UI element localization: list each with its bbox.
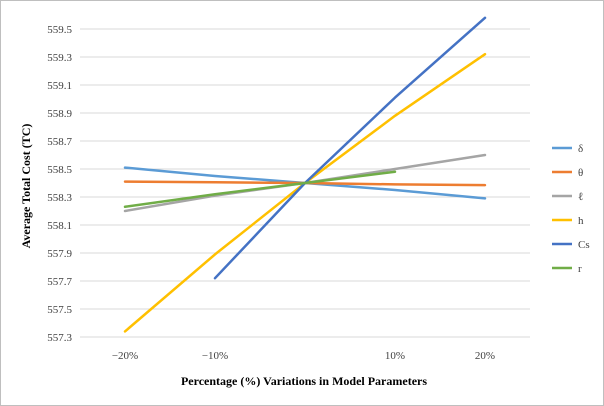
legend-label: θ: [578, 167, 583, 179]
x-tick-label: −10%: [202, 350, 228, 362]
y-tick-label: 557.3: [47, 332, 72, 344]
series-line: [123, 170, 397, 209]
series-lines: [123, 16, 487, 333]
y-tick-label: 557.5: [47, 304, 72, 316]
y-axis-title: Average Total Cost (TC): [19, 124, 33, 249]
y-tick-label: 559.1: [47, 80, 72, 92]
legend-label: ℓ: [578, 191, 583, 203]
y-tick-label: 557.9: [47, 248, 72, 260]
y-tick-label: 558.3: [47, 192, 72, 204]
x-tick-label: −20%: [112, 350, 138, 362]
y-axis-ticks: 557.3 557.5 557.7 557.9 558.1 558.3 558.5 558.7…: [47, 24, 72, 344]
series-line: [213, 16, 487, 280]
legend-label: r: [578, 263, 582, 275]
legend-label: Cs: [578, 239, 590, 251]
y-tick-label: 558.7: [47, 136, 72, 148]
y-tick-label: 559.5: [47, 24, 72, 36]
x-tick-label: 10%: [385, 350, 405, 362]
x-tick-label: 20%: [475, 350, 495, 362]
x-axis-title: Percentage (%) Variations in Model Param…: [181, 374, 427, 388]
x-axis-ticks: −20% −10% 10% 20%: [112, 350, 495, 362]
y-tick-label: 558.1: [47, 220, 72, 232]
y-tick-label: 558.9: [47, 108, 72, 120]
gridlines: [80, 28, 530, 338]
legend-label: δ: [578, 143, 583, 155]
y-tick-label: 557.7: [47, 276, 72, 288]
y-tick-label: 558.5: [47, 164, 72, 176]
y-tick-label: 559.3: [47, 52, 72, 64]
legend-label: h: [578, 215, 584, 227]
